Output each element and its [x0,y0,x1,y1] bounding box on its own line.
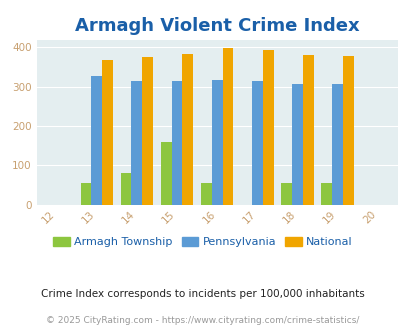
Bar [171,81,182,205]
Bar [142,57,153,205]
Bar [160,142,171,205]
Text: Crime Index corresponds to incidents per 100,000 inhabitants: Crime Index corresponds to incidents per… [41,289,364,299]
Bar [321,183,331,205]
Bar [262,50,273,205]
Bar [302,55,313,205]
Bar [102,60,113,205]
Bar [211,80,222,205]
Bar [342,56,353,205]
Bar [91,76,102,205]
Bar [252,81,262,205]
Bar [131,81,142,205]
Bar [120,173,131,205]
Bar [200,183,211,205]
Bar [281,183,291,205]
Text: © 2025 CityRating.com - https://www.cityrating.com/crime-statistics/: © 2025 CityRating.com - https://www.city… [46,315,359,325]
Bar [222,48,233,205]
Bar [291,84,302,205]
Bar [80,183,91,205]
Bar [182,54,193,205]
Legend: Armagh Township, Pennsylvania, National: Armagh Township, Pennsylvania, National [49,233,356,252]
Title: Armagh Violent Crime Index: Armagh Violent Crime Index [75,17,359,35]
Bar [331,84,342,205]
